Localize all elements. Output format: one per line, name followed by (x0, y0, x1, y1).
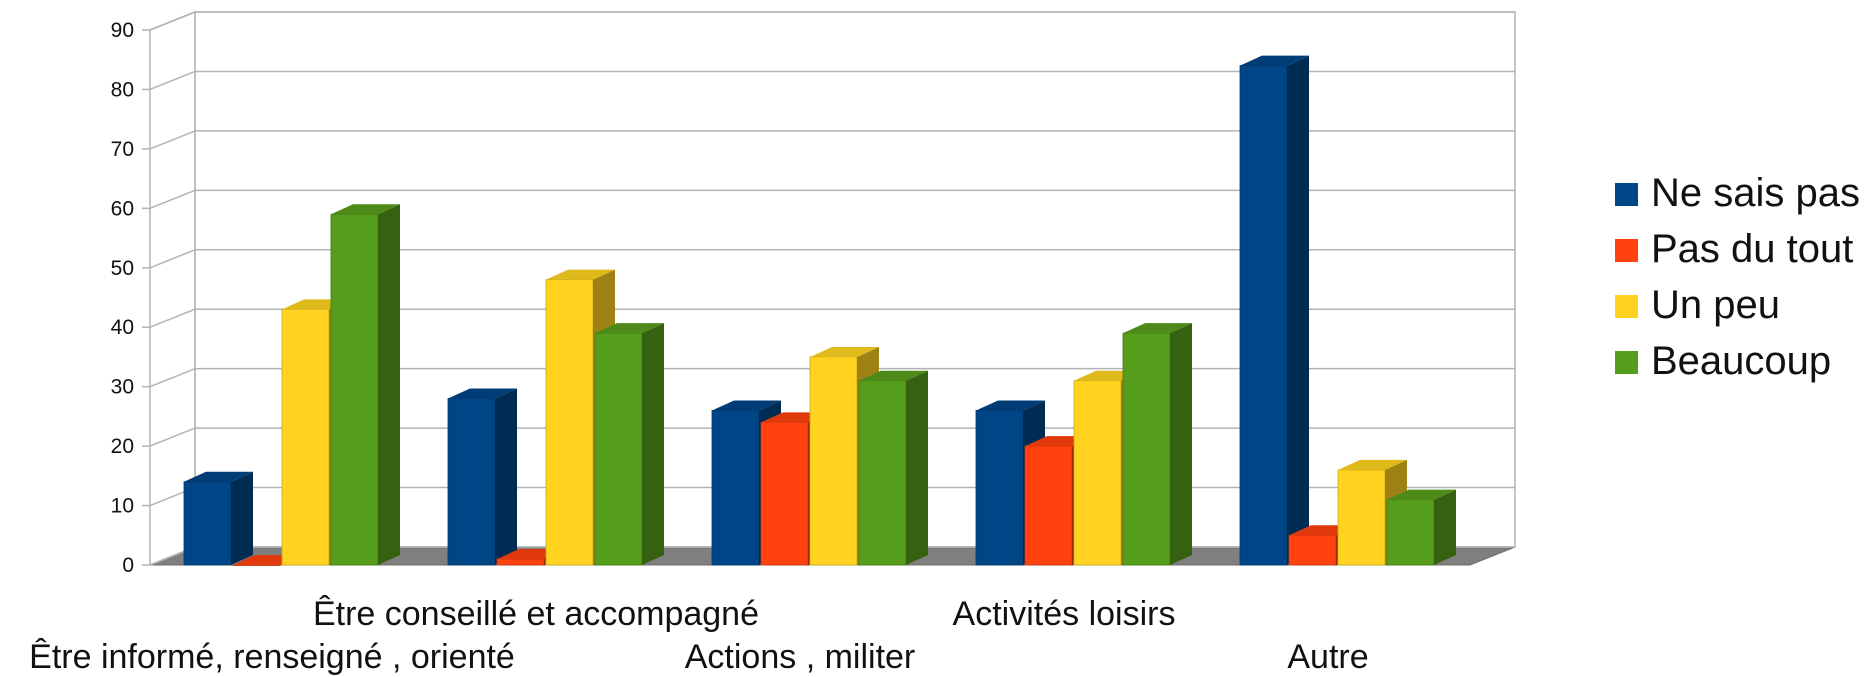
bar-top (331, 204, 400, 215)
y-tick-label: 30 (111, 376, 134, 399)
gridline-side (149, 249, 196, 269)
bar-front (1288, 534, 1337, 566)
bar-front (1386, 499, 1435, 566)
bar-front (1122, 332, 1171, 566)
bar-top (976, 400, 1045, 411)
bar-front (975, 410, 1024, 566)
bar-top (546, 269, 615, 280)
legend-swatch (1615, 239, 1638, 262)
bar-front (281, 308, 330, 566)
bar (447, 388, 517, 566)
bar-front (545, 279, 594, 566)
x-category-label: Être conseillé et accompagné (313, 595, 759, 633)
y-tick-label: 50 (111, 257, 134, 280)
bar-front (1239, 65, 1288, 566)
x-axis-labels: Être informé, renseigné , orienté Être co… (29, 595, 1368, 676)
bar-front (809, 356, 858, 566)
bars (183, 55, 1456, 566)
bar (1386, 489, 1456, 566)
y-tick-label: 60 (111, 197, 134, 220)
y-tick-label: 10 (111, 495, 134, 518)
bar (1239, 55, 1309, 566)
bar-side (378, 204, 400, 565)
bar-side (1287, 55, 1309, 566)
gridline-side (149, 427, 196, 447)
legend-item: Un peu (1615, 283, 1780, 327)
y-tick-label: 20 (111, 435, 134, 458)
x-category-label: Activités loisirs (953, 595, 1176, 633)
bar-side (906, 370, 928, 565)
bar-front (1073, 380, 1122, 566)
gridline-side (149, 367, 196, 388)
bar-front (594, 332, 643, 566)
bar-front (760, 421, 809, 566)
gridline-side (149, 308, 196, 328)
bar-front (232, 564, 281, 566)
bar-top (1338, 459, 1407, 470)
bar (1122, 323, 1192, 566)
gridline-side (149, 189, 196, 210)
bar (183, 471, 253, 566)
x-category-label: Autre (1287, 638, 1368, 676)
bar-side (1434, 489, 1456, 565)
bar-front (447, 398, 496, 566)
bar-top (810, 346, 879, 357)
bar-front (183, 481, 232, 566)
bar-front (1024, 445, 1073, 566)
bar-side (231, 471, 253, 565)
bar-side (495, 388, 517, 565)
legend-swatch (1615, 295, 1638, 318)
bar (858, 370, 928, 566)
gridline-side (149, 130, 196, 150)
bar-front (496, 558, 545, 566)
bar-top (1240, 55, 1309, 66)
legend-item: Ne sais pas (1615, 171, 1860, 215)
bar (594, 323, 664, 566)
x-category-label: Actions , militer (685, 638, 916, 676)
bar-side (1170, 323, 1192, 565)
x-category-label: Être informé, renseigné , orienté (29, 638, 515, 676)
y-axis-ticks: 0 10 20 30 40 50 60 70 80 90 (111, 19, 134, 577)
legend-label: Un peu (1651, 283, 1780, 327)
legend: Ne sais pas Pas du tout Un peu Beaucoup (1615, 171, 1860, 383)
legend-label: Beaucoup (1651, 339, 1831, 383)
bar-top (184, 471, 253, 482)
y-tick-label: 80 (111, 78, 134, 101)
gridline-side (149, 11, 196, 31)
legend-item: Pas du tout (1615, 227, 1853, 271)
bar-front (711, 410, 760, 566)
y-tick-label: 90 (111, 19, 134, 42)
legend-label: Pas du tout (1651, 227, 1853, 271)
bar-front (330, 213, 379, 566)
y-tick-label: 40 (111, 316, 134, 339)
bar-top (448, 388, 517, 399)
y-tick-label: 70 (111, 138, 134, 161)
gridline-side (149, 70, 196, 91)
bar-front (1337, 469, 1386, 566)
bar-top (712, 400, 781, 411)
bar-top (595, 323, 664, 334)
legend-swatch (1615, 351, 1638, 374)
bar-top (1123, 323, 1192, 334)
legend-label: Ne sais pas (1651, 171, 1860, 215)
bar (330, 204, 400, 566)
legend-item: Beaucoup (1615, 339, 1831, 383)
legend-swatch (1615, 183, 1638, 206)
bar-side (642, 323, 664, 565)
bar-top (1387, 489, 1456, 500)
bar-front (858, 380, 907, 566)
y-tick-label: 0 (122, 554, 134, 577)
bar-top (859, 370, 928, 381)
